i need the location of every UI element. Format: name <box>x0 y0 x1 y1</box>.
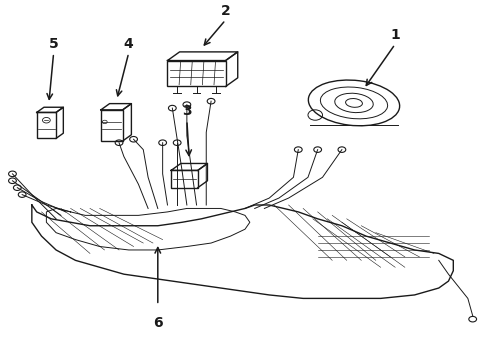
Text: 2: 2 <box>221 4 230 18</box>
Bar <box>101 110 122 141</box>
Text: 6: 6 <box>153 316 163 330</box>
Text: 1: 1 <box>391 28 400 42</box>
Text: 3: 3 <box>182 104 192 118</box>
Bar <box>168 60 225 86</box>
Bar <box>37 112 56 138</box>
Bar <box>171 170 198 188</box>
Text: 4: 4 <box>124 37 134 51</box>
Text: 5: 5 <box>49 37 58 51</box>
